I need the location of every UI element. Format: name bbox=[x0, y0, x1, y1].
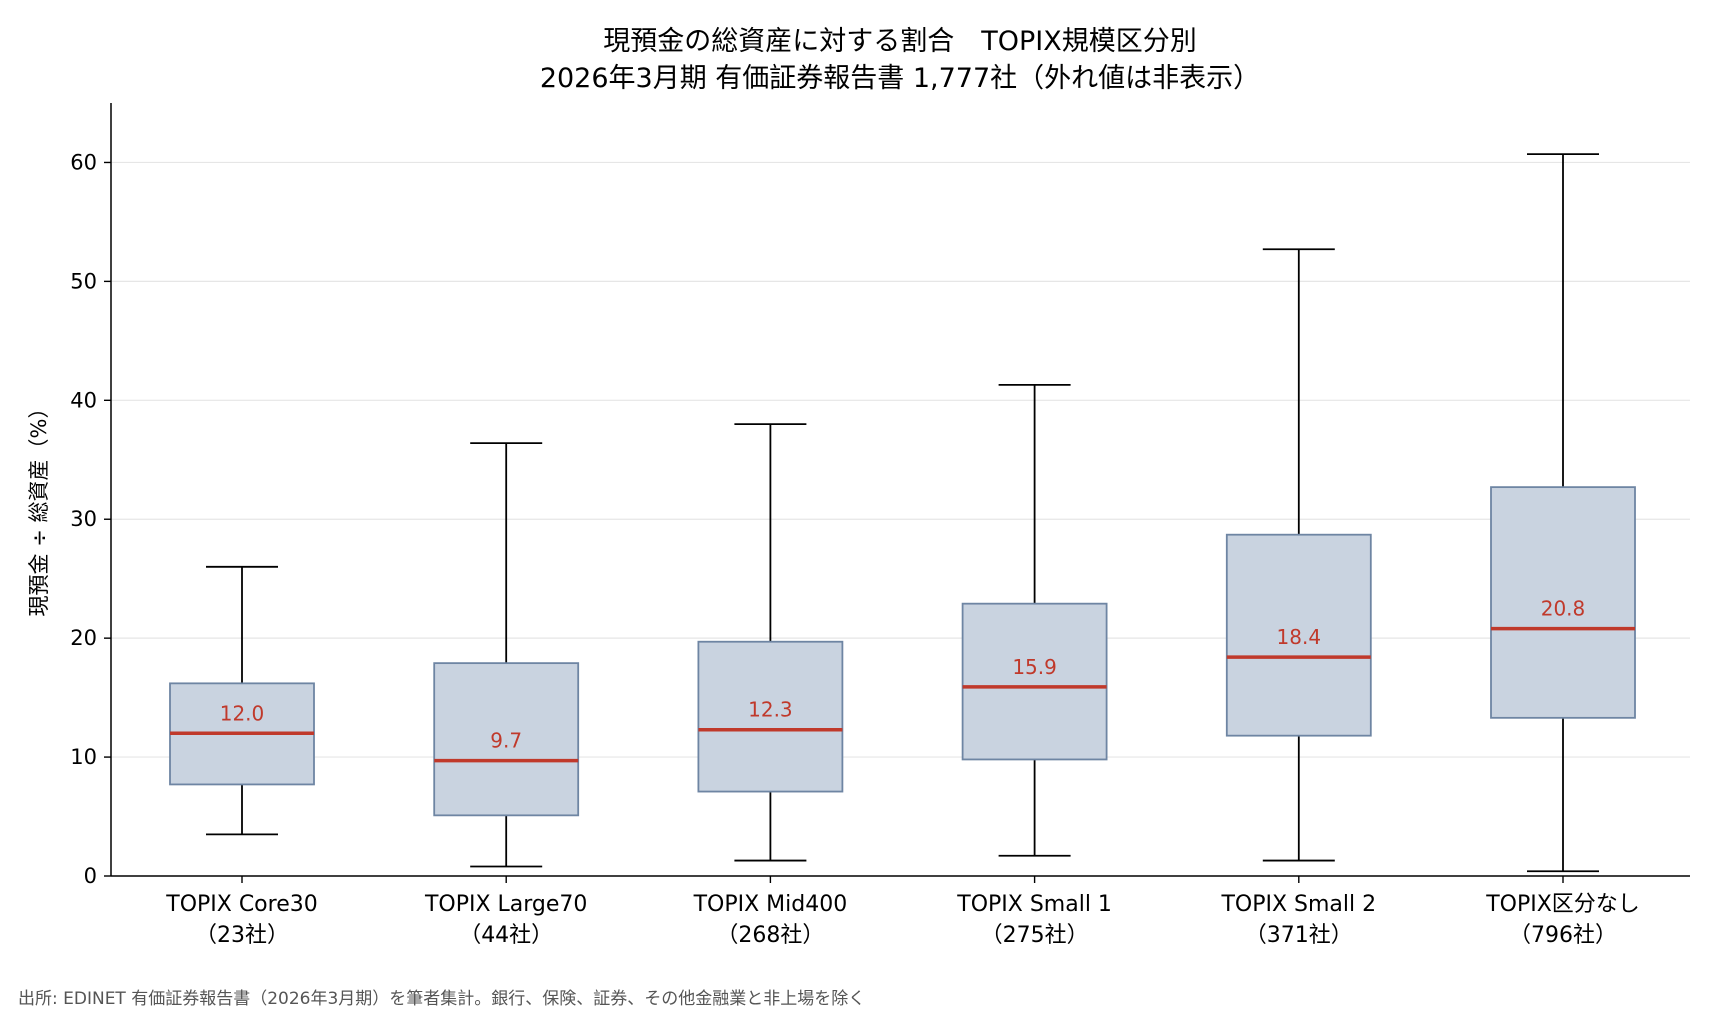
x-tick-count-cat-6: （796社） bbox=[1509, 923, 1617, 948]
x-tick-label-cat-6: TOPIX区分なし bbox=[1485, 892, 1640, 917]
x-tick-label-cat-2: TOPIX Large70 bbox=[424, 892, 587, 917]
box-cat-5: 18.4 bbox=[1225, 248, 1372, 862]
x-tick-count-cat-5: （371社） bbox=[1245, 923, 1353, 948]
y-tick-label-30: 30 bbox=[70, 507, 97, 531]
y-tick-label-60: 60 bbox=[70, 150, 97, 174]
y-tick-label-20: 20 bbox=[70, 626, 97, 650]
x-tick-label-cat-5: TOPIX Small 2 bbox=[1220, 892, 1376, 917]
median-label-cat-5: 18.4 bbox=[1277, 625, 1322, 649]
grid-lines bbox=[111, 161, 1690, 758]
y-tick-label-50: 50 bbox=[70, 269, 97, 293]
median-label-cat-2: 9.7 bbox=[490, 729, 522, 753]
box-cat-2: 9.7 bbox=[433, 442, 580, 868]
box-cat-3: 12.3 bbox=[697, 423, 844, 862]
x-tick-label-cat-4: TOPIX Small 1 bbox=[956, 892, 1112, 917]
x-tick-count-cat-2: （44社） bbox=[459, 923, 553, 948]
y-tick-label-10: 10 bbox=[70, 745, 97, 769]
boxes-group: 12.0 9.7 12.3 15.9 18.4 20.8 bbox=[169, 153, 1636, 873]
median-label-cat-4: 15.9 bbox=[1012, 655, 1057, 679]
x-tick-count-cat-1: （23社） bbox=[195, 923, 289, 948]
y-tick-label-0: 0 bbox=[84, 864, 97, 888]
box-cat-6: 20.8 bbox=[1490, 153, 1636, 873]
x-tick-label-cat-1: TOPIX Core30 bbox=[165, 892, 318, 917]
iqr-box-cat-3 bbox=[697, 640, 844, 793]
x-tick-count-cat-3: （268社） bbox=[716, 923, 824, 948]
median-label-cat-3: 12.3 bbox=[748, 698, 793, 722]
chart-subtitle: 2026年3月期 有価証券報告書 1,777社（外れ値は非表示） bbox=[540, 63, 1260, 94]
iqr-box-cat-6 bbox=[1490, 486, 1636, 719]
box-cat-4: 15.9 bbox=[961, 383, 1108, 857]
median-label-cat-1: 12.0 bbox=[220, 701, 265, 725]
x-tick-label-cat-3: TOPIX Mid400 bbox=[693, 892, 848, 917]
iqr-box-cat-5 bbox=[1225, 533, 1372, 737]
iqr-box-cat-4 bbox=[961, 602, 1108, 761]
iqr-box-cat-2 bbox=[433, 662, 580, 817]
y-tick-label-40: 40 bbox=[70, 388, 97, 412]
x-tick-count-cat-4: （275社） bbox=[981, 923, 1089, 948]
y-axis-label: 現預金 ÷ 総資産（%） bbox=[27, 398, 51, 617]
box-cat-1: 12.0 bbox=[169, 565, 315, 836]
chart-title: 現預金の総資産に対する割合 TOPIX規模区分別 bbox=[603, 26, 1197, 57]
axes: 0 10 20 30 40 50 60 TOPIX Core30 （23社） TOPIX Larg… bbox=[70, 103, 1690, 948]
footnote: 出所: EDINET 有価証券報告書（2026年3月期）を筆者集計。銀行、保険、… bbox=[18, 989, 866, 1009]
median-label-cat-6: 20.8 bbox=[1541, 597, 1586, 621]
